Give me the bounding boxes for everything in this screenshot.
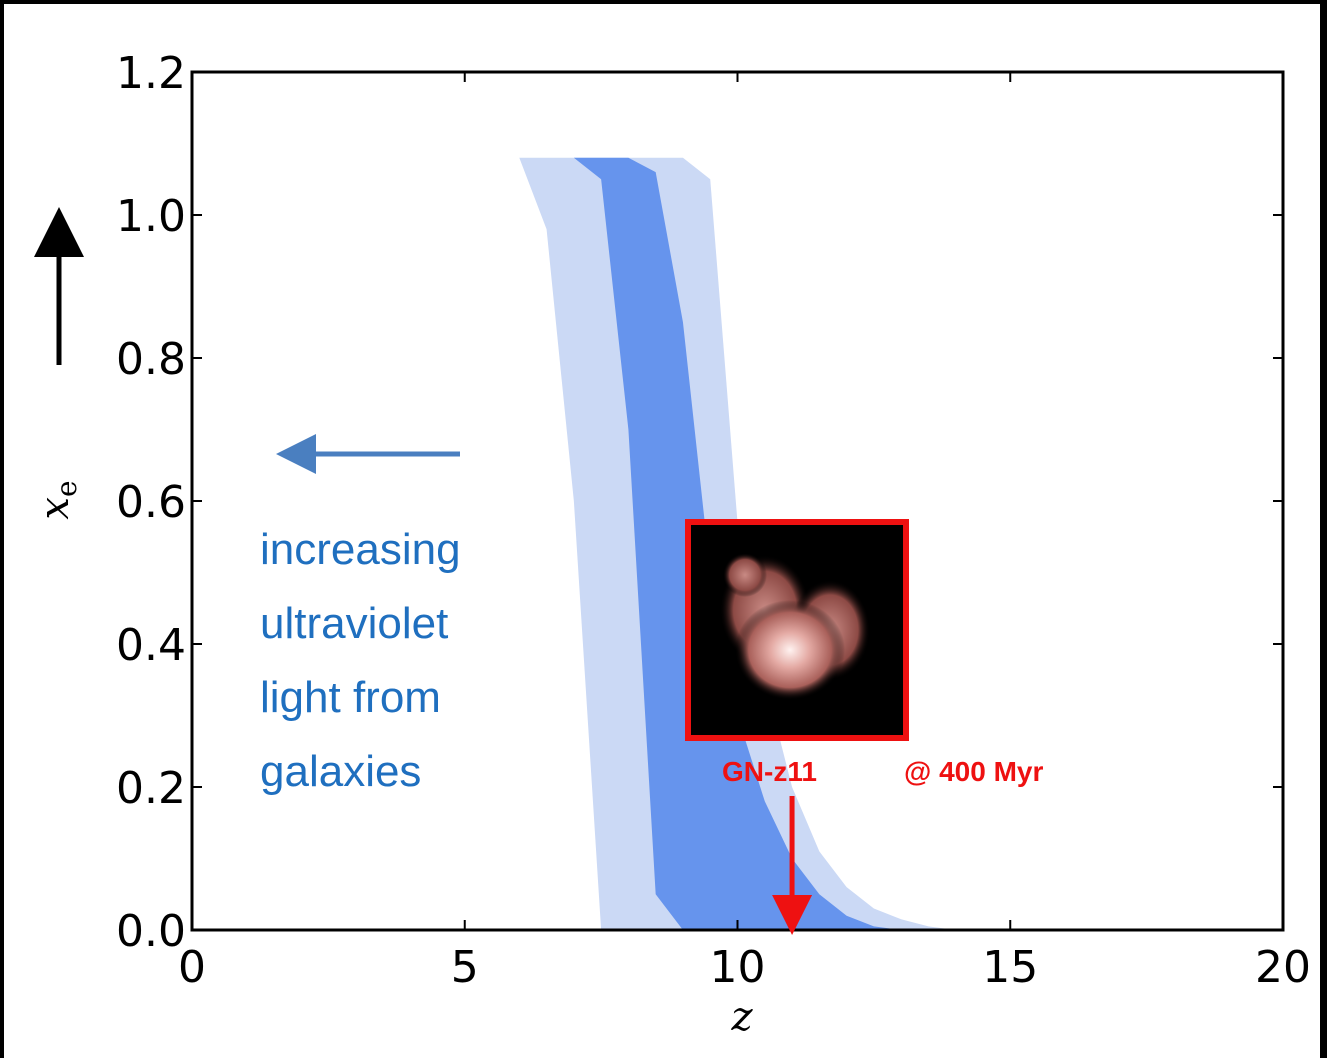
- galaxy-blob: [723, 553, 767, 597]
- y-tick-label: 0.8: [116, 334, 186, 385]
- y-tick-label: 0.2: [116, 763, 186, 814]
- note-line: galaxies: [260, 747, 421, 796]
- x-tick-label: 20: [1255, 942, 1311, 993]
- y-tick-label: 0.6: [116, 477, 186, 528]
- y-tick-label: 1.2: [116, 48, 186, 99]
- y-axis-label: xe: [32, 480, 83, 519]
- note-line: light from: [260, 673, 441, 722]
- x-tick-label: 0: [178, 942, 206, 993]
- x-tick-label: 5: [451, 942, 479, 993]
- y-tick-label: 1.0: [116, 191, 186, 242]
- note-line: increasing: [260, 525, 461, 574]
- y-axis-label-main: x: [32, 497, 78, 520]
- uv-note: increasing ultraviolet light from galaxies: [260, 525, 461, 796]
- galaxy-core: [735, 600, 845, 700]
- y-tick-label: 0.4: [116, 620, 186, 671]
- object-age: @ 400 Myr: [904, 756, 1043, 787]
- x-axis-label: z: [730, 994, 753, 1040]
- object-label: GN-z11: [722, 756, 817, 787]
- note-line: ultraviolet: [260, 599, 448, 648]
- y-axis-label-sub: e: [50, 480, 83, 497]
- galaxy-image: [685, 519, 909, 741]
- y-tick-label: 0.0: [116, 906, 186, 957]
- x-tick-label: 15: [982, 942, 1038, 993]
- x-tick-label: 10: [710, 942, 766, 993]
